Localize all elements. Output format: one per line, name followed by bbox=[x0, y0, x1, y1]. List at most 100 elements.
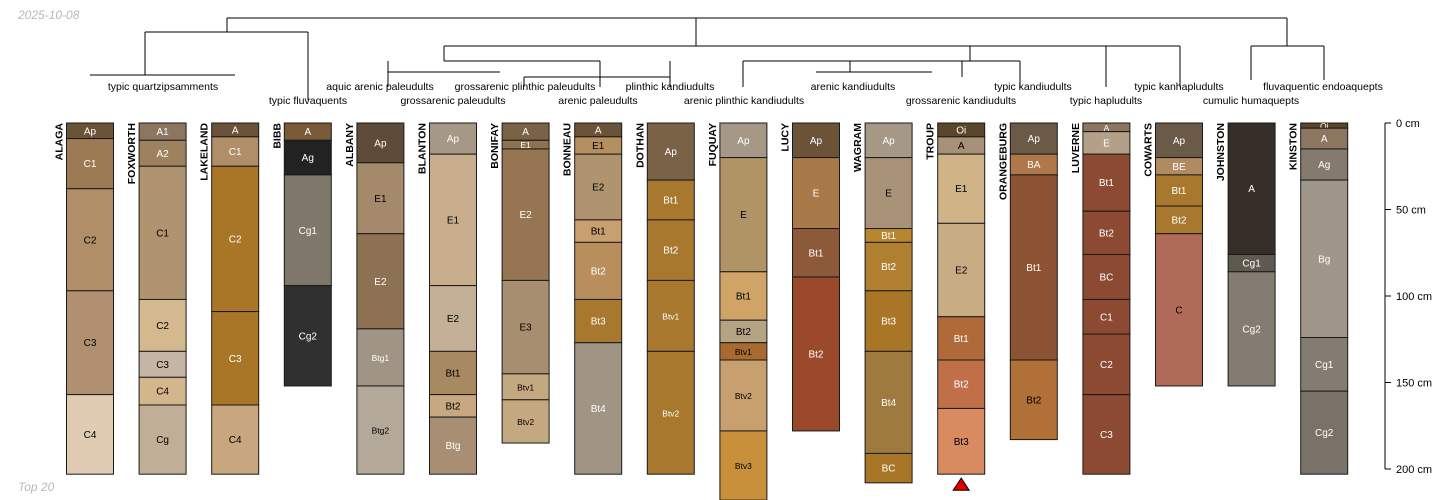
horizon-bar bbox=[646, 219, 695, 281]
horizon-label: Ap bbox=[1028, 134, 1041, 145]
horizon-label: Btg2 bbox=[372, 426, 390, 436]
horizon-bar bbox=[501, 373, 550, 401]
group-label: typic hapludults bbox=[1070, 95, 1142, 107]
horizon-label: Bt2 bbox=[445, 401, 460, 412]
group-label: arenic paleudults bbox=[558, 95, 637, 107]
horizon-label: Bt1 bbox=[808, 248, 823, 259]
footer-label: Top 20 bbox=[18, 480, 55, 494]
horizon-label: Oi bbox=[1320, 121, 1329, 131]
horizon-label: Bt2 bbox=[591, 266, 606, 277]
horizon-label: C bbox=[1175, 305, 1182, 316]
depth-axis-tick-label: 50 cm bbox=[1396, 205, 1426, 217]
horizon-bar bbox=[937, 407, 986, 475]
horizon-bar bbox=[211, 311, 260, 406]
horizon-label: Bt1 bbox=[1171, 186, 1186, 197]
horizon-label: E2 bbox=[519, 210, 532, 221]
horizon-bar bbox=[429, 153, 477, 287]
horizon-bar bbox=[864, 350, 913, 454]
horizon-bar bbox=[211, 404, 260, 475]
group-label: typic kanhapludults bbox=[1134, 81, 1223, 93]
profile-name: LUCY bbox=[780, 123, 792, 152]
horizon-bar bbox=[356, 328, 405, 387]
horizon-bar bbox=[937, 153, 986, 224]
horizon-bar bbox=[864, 241, 913, 292]
horizon-label: C1 bbox=[229, 147, 242, 158]
group-label: fluvaquentic endoaquepts bbox=[1263, 81, 1383, 93]
profile-name: FUQUAY bbox=[707, 123, 719, 166]
horizon-label: Btv1 bbox=[735, 347, 752, 357]
horizon-label: Bt1 bbox=[954, 334, 969, 345]
group-label: typic kandiudults bbox=[994, 81, 1072, 93]
horizon-bar bbox=[1009, 122, 1058, 155]
horizon-bar bbox=[429, 285, 477, 352]
horizon-bar bbox=[937, 359, 986, 409]
horizon-bar bbox=[211, 136, 260, 167]
horizon-label: E bbox=[885, 189, 892, 200]
horizon-label: C2 bbox=[1100, 360, 1113, 371]
horizon-label: A bbox=[232, 125, 239, 136]
profile-name: BONNEAU bbox=[562, 123, 574, 176]
horizon-bar bbox=[574, 342, 623, 475]
depth-axis-tick-label: 150 cm bbox=[1396, 378, 1432, 390]
horizon-label: Bt1 bbox=[663, 195, 678, 206]
horizon-label: C2 bbox=[229, 234, 242, 245]
horizon-bar bbox=[646, 350, 695, 475]
profile-name: JOHNSTON bbox=[1215, 123, 1227, 181]
horizon-bar bbox=[864, 122, 913, 159]
horizon-label: E2 bbox=[592, 183, 605, 194]
horizon-label: A bbox=[595, 125, 602, 136]
horizon-bar bbox=[1082, 333, 1131, 396]
horizon-label: E1 bbox=[374, 194, 387, 205]
horizon-label: Bt2 bbox=[954, 380, 969, 391]
horizon-bar bbox=[1082, 210, 1131, 255]
horizon-bar bbox=[1227, 271, 1276, 387]
horizon-label: E1 bbox=[520, 140, 531, 150]
group-label: cumulic humaquepts bbox=[1203, 95, 1299, 107]
horizon-label: Ap bbox=[737, 136, 750, 147]
depth-axis-tick-label: 100 cm bbox=[1396, 291, 1432, 303]
horizon-label: Ap bbox=[1173, 136, 1186, 147]
horizon-label: C3 bbox=[229, 354, 242, 365]
horizon-bar bbox=[66, 290, 114, 396]
group-label: grossarenic kandiudults bbox=[906, 95, 1016, 107]
horizon-label: C4 bbox=[84, 430, 97, 441]
profile-name: TROUP bbox=[925, 123, 937, 160]
horizon-bar bbox=[1155, 122, 1203, 159]
horizon-bar bbox=[1300, 179, 1349, 339]
horizon-bar bbox=[356, 385, 405, 475]
horizon-bar bbox=[501, 399, 550, 444]
group-label: grossarenic plinthic paleudults bbox=[455, 81, 596, 93]
horizon-bar bbox=[1155, 174, 1203, 207]
horizon-label: A bbox=[522, 127, 529, 138]
horizon-label: A bbox=[1104, 123, 1110, 133]
horizon-label: Bt3 bbox=[954, 437, 969, 448]
horizon-label: Bt1 bbox=[1026, 263, 1041, 274]
horizon-bar bbox=[138, 298, 187, 352]
horizon-label: Cg1 bbox=[1242, 259, 1261, 270]
horizon-label: Bt2 bbox=[1026, 395, 1041, 406]
horizon-bar bbox=[792, 157, 840, 230]
horizon-bar bbox=[864, 452, 913, 484]
date-stamp: 2025-10-08 bbox=[18, 8, 80, 22]
horizon-label: E1 bbox=[955, 184, 968, 195]
horizon-bar bbox=[792, 276, 840, 432]
horizon-bar bbox=[138, 404, 187, 475]
horizon-label: BC bbox=[882, 464, 896, 475]
horizon-label: Btv2 bbox=[735, 391, 752, 401]
group-label: plinthic kandiudults bbox=[626, 81, 715, 93]
horizon-label: E1 bbox=[447, 215, 460, 226]
horizon-bar bbox=[864, 157, 913, 230]
horizon-bar bbox=[719, 430, 768, 500]
horizon-bar bbox=[501, 279, 550, 375]
horizon-label: C3 bbox=[156, 360, 169, 371]
horizon-bar bbox=[1082, 153, 1131, 212]
horizon-label: Bt3 bbox=[881, 317, 896, 328]
horizon-label: C1 bbox=[1100, 312, 1113, 323]
horizon-label: Bt4 bbox=[591, 404, 606, 415]
horizon-bar bbox=[429, 350, 477, 396]
horizon-bar bbox=[646, 179, 695, 221]
horizon-label: Ap bbox=[810, 136, 823, 147]
horizon-label: BC bbox=[1099, 272, 1113, 283]
profile-name: BONIFAY bbox=[489, 123, 501, 169]
